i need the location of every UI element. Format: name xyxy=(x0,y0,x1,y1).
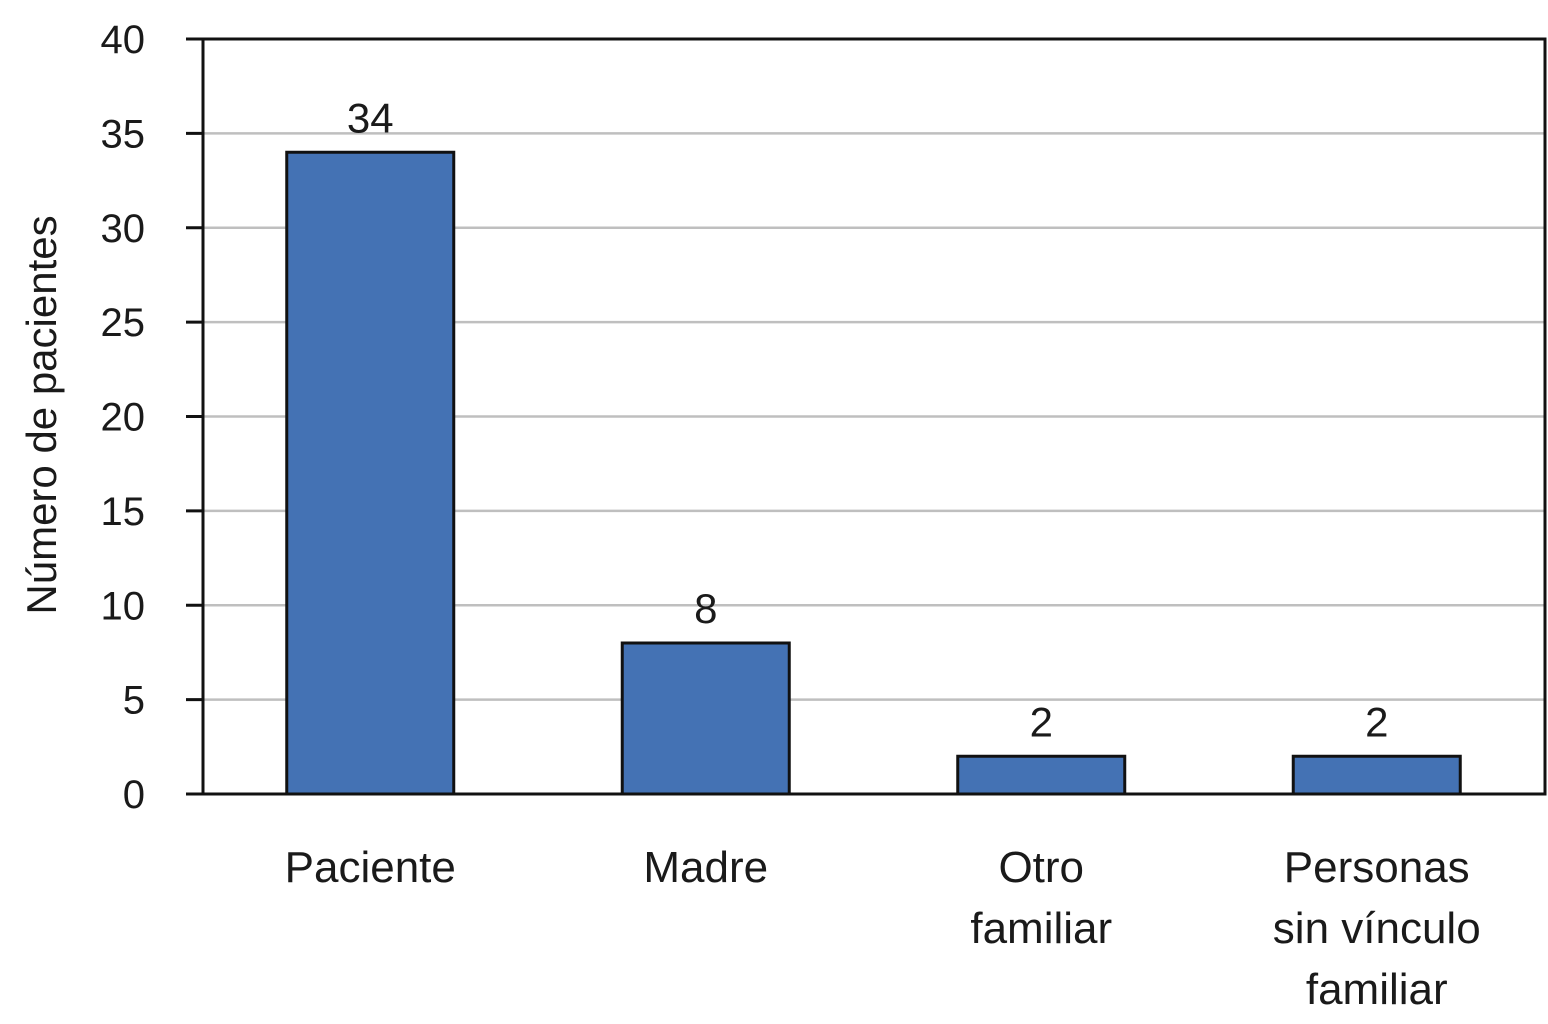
bar xyxy=(620,641,791,796)
category-label: Otro xyxy=(998,843,1084,892)
y-tick-label: 20 xyxy=(101,396,146,440)
y-tick-label: 15 xyxy=(101,490,146,534)
y-tick-label: 30 xyxy=(101,207,146,251)
y-axis-title: Número de pacientes xyxy=(18,215,65,614)
data-label: 34 xyxy=(347,94,394,141)
category-labels: Paciente Madre Otro familiar Personas sin vín… xyxy=(285,843,1481,1014)
y-tick-label: 40 xyxy=(101,18,146,62)
category-label: Paciente xyxy=(285,843,456,892)
data-label: 2 xyxy=(1365,698,1388,745)
data-label: 8 xyxy=(694,585,717,632)
category-label: Personas xyxy=(1284,843,1470,892)
y-tick-label: 35 xyxy=(101,112,146,156)
y-tick-label: 25 xyxy=(101,301,146,345)
category-label: familiar xyxy=(1306,965,1448,1014)
data-labels: 34 8 2 2 xyxy=(347,94,1389,745)
category-label: Madre xyxy=(643,843,768,892)
y-tick-label: 10 xyxy=(101,584,146,628)
bars xyxy=(285,150,1462,796)
bar xyxy=(1291,754,1462,796)
data-label: 2 xyxy=(1030,698,1053,745)
bar xyxy=(285,150,456,796)
category-label: sin vínculo xyxy=(1273,904,1481,953)
category-label: familiar xyxy=(970,904,1112,953)
y-tick-label: 5 xyxy=(123,679,145,723)
y-axis-ticks: 0 5 10 15 20 25 30 35 40 xyxy=(101,18,203,817)
y-tick-label: 0 xyxy=(123,773,145,817)
bar xyxy=(956,754,1127,796)
